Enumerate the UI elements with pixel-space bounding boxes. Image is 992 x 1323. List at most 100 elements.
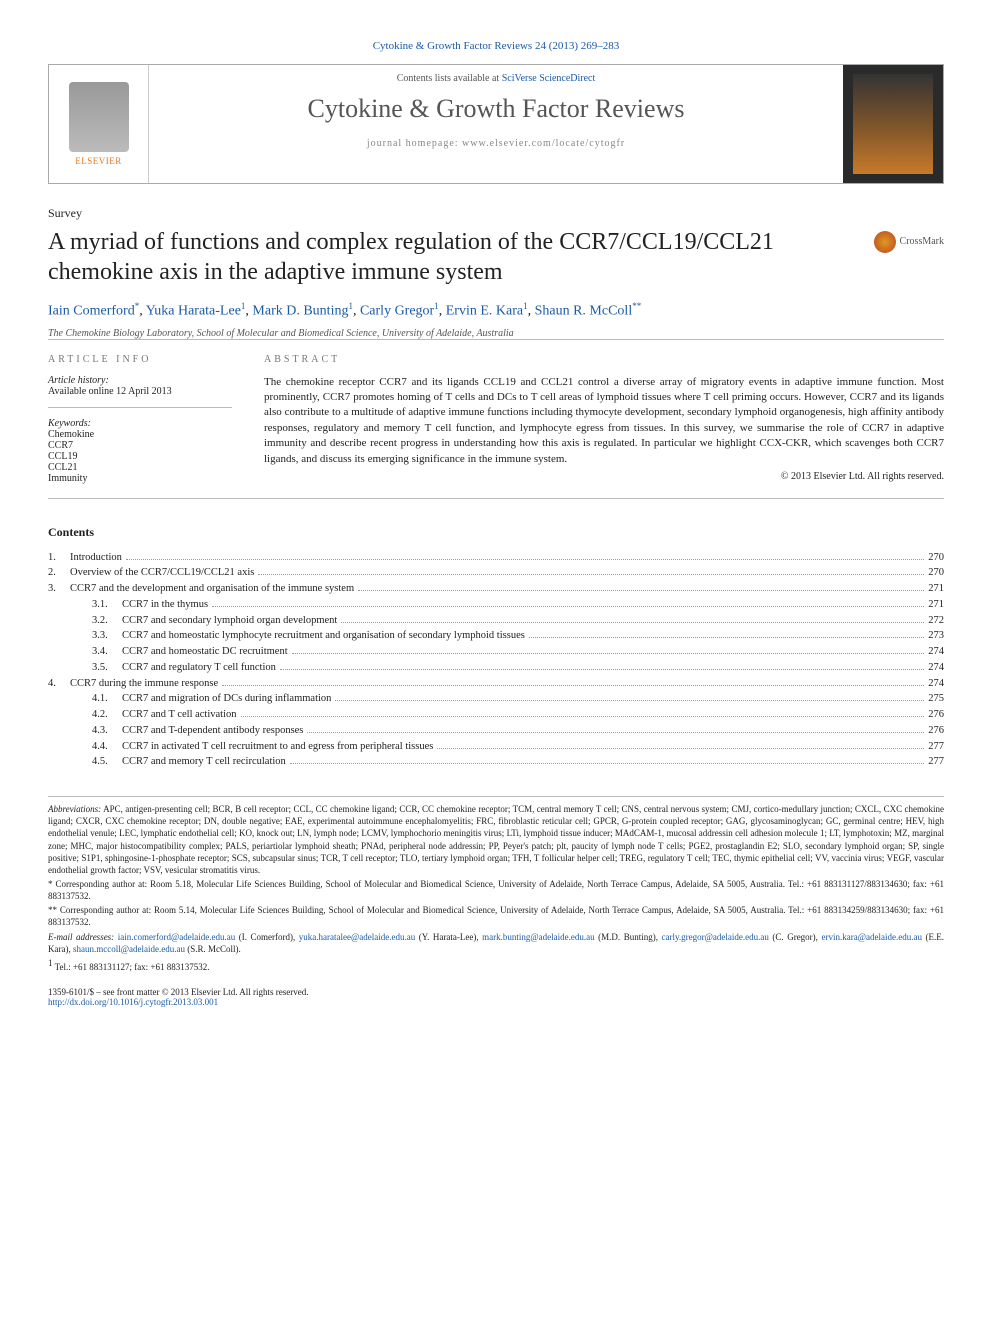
toc-entry[interactable]: 3.CCR7 and the development and organisat…: [48, 581, 944, 597]
doi-link[interactable]: http://dx.doi.org/10.1016/j.cytogfr.2013…: [48, 997, 218, 1007]
toc-title: Overview of the CCR7/CCL19/CCL21 axis: [70, 565, 254, 581]
article-info-column: ARTICLE INFO Article history: Available …: [48, 339, 248, 498]
abbreviations: Abbreviations: APC, antigen-presenting c…: [48, 803, 944, 876]
toc-leader: [280, 669, 924, 670]
article-info-label: ARTICLE INFO: [48, 354, 232, 365]
header-middle: Contents lists available at SciVerse Sci…: [149, 65, 843, 183]
corresponding-author-1: * Corresponding author at: Room 5.18, Mo…: [48, 878, 944, 902]
toc-title: CCR7 in the thymus: [122, 597, 208, 613]
abbreviations-head: Abbreviations:: [48, 804, 101, 814]
toc-subentry[interactable]: 3.5.CCR7 and regulatory T cell function2…: [48, 660, 944, 676]
toc-subnumber: 4.2.: [92, 707, 122, 723]
contents-available-line: Contents lists available at SciVerse Sci…: [157, 73, 835, 84]
toc-subnumber: 3.2.: [92, 613, 122, 629]
toc-entry[interactable]: 4.CCR7 during the immune response274: [48, 676, 944, 692]
toc-subnumber: 4.3.: [92, 723, 122, 739]
toc-leader: [222, 685, 924, 686]
author-mark: **: [632, 301, 641, 311]
toc-page: 277: [928, 754, 944, 770]
toc-page: 272: [928, 613, 944, 629]
author-link[interactable]: Carly Gregor: [360, 304, 434, 319]
author-mark: 1: [348, 301, 353, 311]
email-link[interactable]: carly.gregor@adelaide.edu.au: [661, 932, 768, 942]
contents-heading: Contents: [48, 525, 944, 540]
toc-page: 276: [928, 723, 944, 739]
history-value: Available online 12 April 2013: [48, 386, 232, 397]
table-of-contents: 1.Introduction2702.Overview of the CCR7/…: [48, 550, 944, 771]
author-link[interactable]: Shaun R. McColl: [535, 304, 633, 319]
email-link[interactable]: shaun.mccoll@adelaide.edu.au: [73, 944, 185, 954]
author-link[interactable]: Yuka Harata-Lee: [146, 304, 241, 319]
toc-entry[interactable]: 2.Overview of the CCR7/CCL19/CCL21 axis2…: [48, 565, 944, 581]
toc-subentry[interactable]: 3.4.CCR7 and homeostatic DC recruitment2…: [48, 644, 944, 660]
toc-leader: [212, 606, 924, 607]
page-footer: 1359-6101/$ – see front matter © 2013 El…: [48, 987, 944, 1007]
email-who: (C. Gregor),: [769, 932, 822, 942]
footer-copyright: 1359-6101/$ – see front matter © 2013 El…: [48, 987, 944, 997]
corr2-text: Corresponding author at: Room 5.14, Mole…: [48, 905, 944, 927]
crossmark-badge[interactable]: CrossMark: [874, 231, 944, 253]
journal-name: Cytokine & Growth Factor Reviews: [157, 94, 835, 124]
toc-title: CCR7 and homeostatic DC recruitment: [122, 644, 288, 660]
toc-number: 2.: [48, 565, 70, 581]
email-link[interactable]: mark.bunting@adelaide.edu.au: [482, 932, 595, 942]
corresponding-author-2: ** Corresponding author at: Room 5.14, M…: [48, 904, 944, 928]
toc-title: CCR7 in activated T cell recruitment to …: [122, 739, 433, 755]
info-abstract-row: ARTICLE INFO Article history: Available …: [48, 339, 944, 498]
toc-number: 4.: [48, 676, 70, 692]
toc-leader: [529, 637, 924, 638]
corr2-mark: **: [48, 905, 57, 915]
toc-page: 274: [928, 644, 944, 660]
toc-subnumber: 3.5.: [92, 660, 122, 676]
toc-subentry[interactable]: 3.3.CCR7 and homeostatic lymphocyte recr…: [48, 628, 944, 644]
toc-subentry[interactable]: 3.2.CCR7 and secondary lymphoid organ de…: [48, 613, 944, 629]
author-link[interactable]: Ervin E. Kara: [446, 304, 523, 319]
toc-title: CCR7 and T-dependent antibody responses: [122, 723, 303, 739]
crossmark-label: CrossMark: [900, 236, 944, 249]
toc-subentry[interactable]: 4.5.CCR7 and memory T cell recirculation…: [48, 754, 944, 770]
toc-subentry[interactable]: 4.2.CCR7 and T cell activation276: [48, 707, 944, 723]
author-mark: 1: [434, 301, 439, 311]
email-link[interactable]: iain.comerford@adelaide.edu.au: [118, 932, 235, 942]
toc-title: CCR7 and migration of DCs during inflamm…: [122, 691, 331, 707]
toc-subentry[interactable]: 4.1.CCR7 and migration of DCs during inf…: [48, 691, 944, 707]
toc-leader: [335, 700, 924, 701]
toc-title: CCR7 and memory T cell recirculation: [122, 754, 286, 770]
toc-page: 274: [928, 660, 944, 676]
email-who: (S.R. McColl).: [185, 944, 241, 954]
toc-page: 275: [928, 691, 944, 707]
note1-text: Tel.: +61 883131127; fax: +61 883137532.: [53, 962, 210, 972]
author-link[interactable]: Mark D. Bunting: [252, 304, 348, 319]
toc-leader: [437, 748, 924, 749]
publisher-logo-box: ELSEVIER: [49, 65, 149, 183]
publisher-name: ELSEVIER: [75, 156, 122, 166]
toc-leader: [292, 653, 925, 654]
keyword: Chemokine: [48, 429, 232, 440]
toc-page: 271: [928, 597, 944, 613]
keywords-list: ChemokineCCR7CCL19CCL21Immunity: [48, 429, 232, 484]
email-link[interactable]: yuka.haratalee@adelaide.edu.au: [299, 932, 415, 942]
info-divider: [48, 407, 232, 408]
email-link[interactable]: ervin.kara@adelaide.edu.au: [821, 932, 922, 942]
toc-title: CCR7 and secondary lymphoid organ develo…: [122, 613, 337, 629]
author-link[interactable]: Iain Comerford: [48, 304, 135, 319]
author-mark: 1: [523, 301, 528, 311]
toc-subentry[interactable]: 4.4.CCR7 in activated T cell recruitment…: [48, 739, 944, 755]
toc-subnumber: 4.5.: [92, 754, 122, 770]
toc-entry[interactable]: 1.Introduction270: [48, 550, 944, 566]
author-mark: *: [135, 301, 140, 311]
crossmark-icon: [874, 231, 896, 253]
journal-header: ELSEVIER Contents lists available at Sci…: [48, 64, 944, 184]
toc-subentry[interactable]: 4.3.CCR7 and T-dependent antibody respon…: [48, 723, 944, 739]
author-mark: 1: [241, 301, 246, 311]
cover-thumbnail-icon: [853, 74, 933, 174]
toc-leader: [341, 622, 924, 623]
toc-subnumber: 4.4.: [92, 739, 122, 755]
history-head: Article history:: [48, 375, 232, 386]
scidirect-link[interactable]: SciVerse ScienceDirect: [502, 73, 596, 84]
journal-citation[interactable]: Cytokine & Growth Factor Reviews 24 (201…: [48, 40, 944, 52]
email-head: E-mail addresses:: [48, 932, 114, 942]
toc-leader: [290, 763, 924, 764]
toc-leader: [241, 716, 925, 717]
toc-subentry[interactable]: 3.1.CCR7 in the thymus271: [48, 597, 944, 613]
